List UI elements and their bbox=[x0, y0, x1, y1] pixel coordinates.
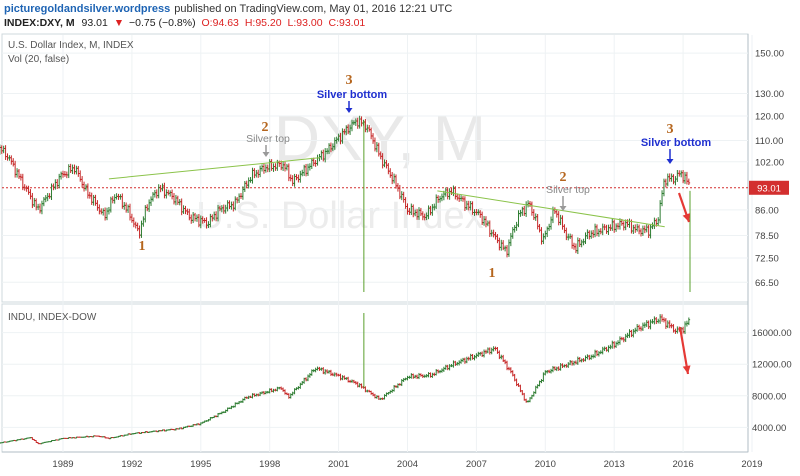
dxy-y-tick-label: 72.50 bbox=[755, 253, 779, 264]
dxy-y-tick-label: 150.00 bbox=[755, 49, 784, 60]
dxy-y-tick-label: 78.50 bbox=[755, 231, 779, 242]
indu-y-tick-label: 16000.00 bbox=[752, 328, 792, 339]
dxy-y-tick-label: 110.00 bbox=[755, 136, 783, 147]
grid bbox=[2, 35, 753, 452]
dxy-pane-title: U.S. Dollar Index, M, INDEX bbox=[8, 40, 134, 51]
header-site: picturegoldandsilver.wordpress published … bbox=[4, 3, 452, 15]
silver-bottom-left-arrow-head bbox=[345, 108, 353, 113]
silver-top-left: Silver top bbox=[246, 133, 290, 145]
indu-y-tick-label: 4000.00 bbox=[752, 423, 786, 434]
annotations bbox=[108, 101, 691, 388]
x-tick-label: 1995 bbox=[190, 459, 211, 470]
watermark-symbol: DXY, M bbox=[274, 102, 486, 174]
wave-3-right: 3 bbox=[667, 122, 674, 137]
x-tick-label: 2010 bbox=[535, 459, 556, 470]
wave-1-right: 1 bbox=[489, 266, 496, 281]
dxy-y-tick-label: 120.00 bbox=[755, 112, 784, 123]
indu-pane-title: INDU, INDEX-DOW bbox=[8, 312, 97, 323]
silver-bottom-right: Silver bottom bbox=[641, 137, 712, 149]
trendline-right bbox=[437, 190, 665, 228]
indu-y-tick-label: 8000.00 bbox=[752, 391, 786, 402]
indu-y-tick-label: 12000.00 bbox=[752, 360, 792, 371]
silver-top-left-arrow-head bbox=[262, 152, 270, 157]
x-tick-label: 2019 bbox=[741, 459, 762, 470]
x-tick-label: 2016 bbox=[673, 459, 694, 470]
x-tick-label: 2001 bbox=[328, 459, 349, 470]
indu-pane-frame bbox=[1, 303, 749, 453]
x-tick-label: 2004 bbox=[397, 459, 418, 470]
dxy-bars bbox=[0, 115, 691, 258]
silver-top-right-arrow-head bbox=[559, 206, 567, 211]
wave-3-left: 3 bbox=[346, 73, 353, 88]
trendline-left bbox=[108, 157, 321, 180]
dxy-y-tick-label: 130.00 bbox=[755, 89, 784, 100]
x-tick-label: 1992 bbox=[121, 459, 142, 470]
dxy-pane-subtitle: Vol (20, false) bbox=[8, 54, 69, 65]
silver-top-right: Silver top bbox=[546, 184, 590, 196]
silver-bottom-left: Silver bottom bbox=[317, 89, 388, 101]
last-price-label: 93.01 bbox=[757, 183, 781, 194]
x-tick-label: 2013 bbox=[604, 459, 625, 470]
last-price-badge bbox=[749, 180, 789, 195]
x-tick-label: 2007 bbox=[466, 459, 487, 470]
wave-1-left: 1 bbox=[139, 239, 146, 254]
header-ohlc: INDEX:DXY, M 93.01 ▼ −0.75 (−0.8%) O:94.… bbox=[4, 17, 365, 29]
silver-bottom-right-arrow-head bbox=[666, 159, 674, 164]
dxy-y-tick-label: 86.00 bbox=[755, 205, 779, 216]
axes: 1989 1992 1995 1998 2001 2004 2007 2010 2013 2016… bbox=[52, 49, 791, 470]
x-tick-label: 1989 bbox=[52, 459, 73, 470]
x-tick-label: 1998 bbox=[259, 459, 280, 470]
indu-bars bbox=[0, 314, 691, 445]
dxy-y-tick-label: 66.50 bbox=[755, 278, 779, 289]
wave-2-right: 2 bbox=[560, 170, 567, 185]
wave-2-left: 2 bbox=[262, 120, 269, 135]
dxy-down-arrow-head bbox=[682, 213, 691, 222]
indu-down-arrow-head bbox=[682, 365, 691, 374]
dxy-y-tick-label: 102.00 bbox=[755, 157, 784, 168]
